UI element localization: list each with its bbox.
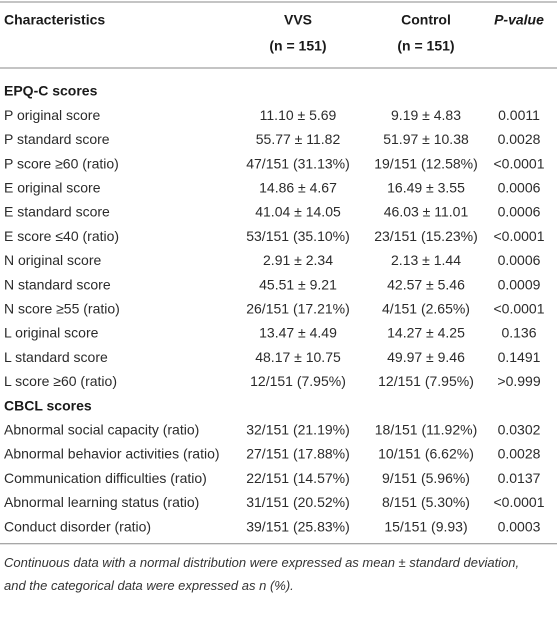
section-title: EPQ-C scores <box>4 83 98 99</box>
row-label: L standard score <box>4 349 108 365</box>
cell: 41.04 ± 14.05 <box>255 204 341 220</box>
cell: 22/151 (14.57%) <box>246 470 350 486</box>
cell: 9.19 ± 4.83 <box>391 107 461 123</box>
row-label: N standard score <box>4 276 111 292</box>
cell: 46.03 ± 11.01 <box>384 204 469 220</box>
cell: 26/151 (17.21%) <box>246 301 350 317</box>
cell: 12/151 (7.95%) <box>250 373 346 389</box>
row-label: E standard score <box>4 204 110 220</box>
cell: 14.86 ± 4.67 <box>259 180 337 196</box>
row-label: L score ≥60 (ratio) <box>4 373 117 389</box>
row-label: E original score <box>4 180 101 196</box>
cell: 19/151 (12.58%) <box>374 155 478 171</box>
cell: 9/151 (5.96%) <box>382 470 470 486</box>
cell: 39/151 (25.83%) <box>246 518 350 534</box>
cell: 0.0028 <box>498 446 541 462</box>
cell: 31/151 (20.52%) <box>246 494 350 510</box>
row-label: N original score <box>4 252 101 268</box>
cell: 48.17 ± 10.75 <box>255 349 341 365</box>
cell: 11.10 ± 5.69 <box>260 107 337 123</box>
cell: 10/151 (6.62%) <box>378 446 474 462</box>
cell: 32/151 (21.19%) <box>246 422 350 438</box>
cell: >0.999 <box>497 373 540 389</box>
column-header: VVS <box>284 12 312 28</box>
cell: <0.0001 <box>494 494 545 510</box>
cell: 2.91 ± 2.34 <box>263 252 333 268</box>
cell: 0.0028 <box>498 131 541 147</box>
cell: 0.0006 <box>498 180 541 196</box>
row-label: Communication difficulties (ratio) <box>4 470 207 486</box>
cell: <0.0001 <box>494 155 545 171</box>
row-label: N score ≥55 (ratio) <box>4 301 120 317</box>
cell: 51.97 ± 10.38 <box>383 131 469 147</box>
cell: 49.97 ± 9.46 <box>387 349 465 365</box>
column-subheader: (n = 151) <box>397 38 454 54</box>
cell: 2.13 ± 1.44 <box>391 252 461 268</box>
row-label: P original score <box>4 107 100 123</box>
cell: 15/151 (9.93) <box>384 518 467 534</box>
cell: 8/151 (5.30%) <box>382 494 470 510</box>
cell: 45.51 ± 9.21 <box>259 276 337 292</box>
cell: 0.136 <box>501 325 536 341</box>
footnote: and the categorical data were expressed … <box>4 578 294 593</box>
cell: 55.77 ± 11.82 <box>256 131 341 147</box>
section-title: CBCL scores <box>4 397 92 413</box>
row-label: L original score <box>4 325 99 341</box>
row-label: P score ≥60 (ratio) <box>4 155 119 171</box>
row-label: Abnormal behavior activities (ratio) <box>4 446 220 462</box>
cell: 14.27 ± 4.25 <box>387 325 465 341</box>
cell: 0.0011 <box>498 107 540 123</box>
footnote: Continuous data with a normal distributi… <box>4 555 519 570</box>
cell: 12/151 (7.95%) <box>378 373 474 389</box>
cell: 0.0003 <box>498 518 541 534</box>
cell: 0.0009 <box>498 276 541 292</box>
row-label: Conduct disorder (ratio) <box>4 518 151 534</box>
cell: 4/151 (2.65%) <box>382 301 470 317</box>
row-label: P standard score <box>4 131 110 147</box>
column-header: Characteristics <box>4 12 105 28</box>
row-label: Abnormal learning status (ratio) <box>4 494 199 510</box>
cell: 27/151 (17.88%) <box>246 446 350 462</box>
cell: <0.0001 <box>494 301 545 317</box>
cell: 42.57 ± 5.46 <box>387 276 465 292</box>
cell: 23/151 (15.23%) <box>374 228 478 244</box>
row-label: Abnormal social capacity (ratio) <box>4 422 199 438</box>
cell: 53/151 (35.10%) <box>246 228 350 244</box>
cell: 0.0006 <box>498 252 541 268</box>
cell: 0.1491 <box>498 349 541 365</box>
cell: 0.0302 <box>498 422 541 438</box>
cell: <0.0001 <box>494 228 545 244</box>
cell: 18/151 (11.92%) <box>375 422 477 438</box>
row-label: E score ≤40 (ratio) <box>4 228 119 244</box>
column-header: P-value <box>494 12 544 28</box>
cell: 0.0137 <box>498 470 541 486</box>
cell: 16.49 ± 3.55 <box>387 180 465 196</box>
cell: 0.0006 <box>498 204 541 220</box>
column-header: Control <box>401 12 451 28</box>
column-subheader: (n = 151) <box>269 38 326 54</box>
cell: 13.47 ± 4.49 <box>259 325 337 341</box>
cell: 47/151 (31.13%) <box>246 155 350 171</box>
